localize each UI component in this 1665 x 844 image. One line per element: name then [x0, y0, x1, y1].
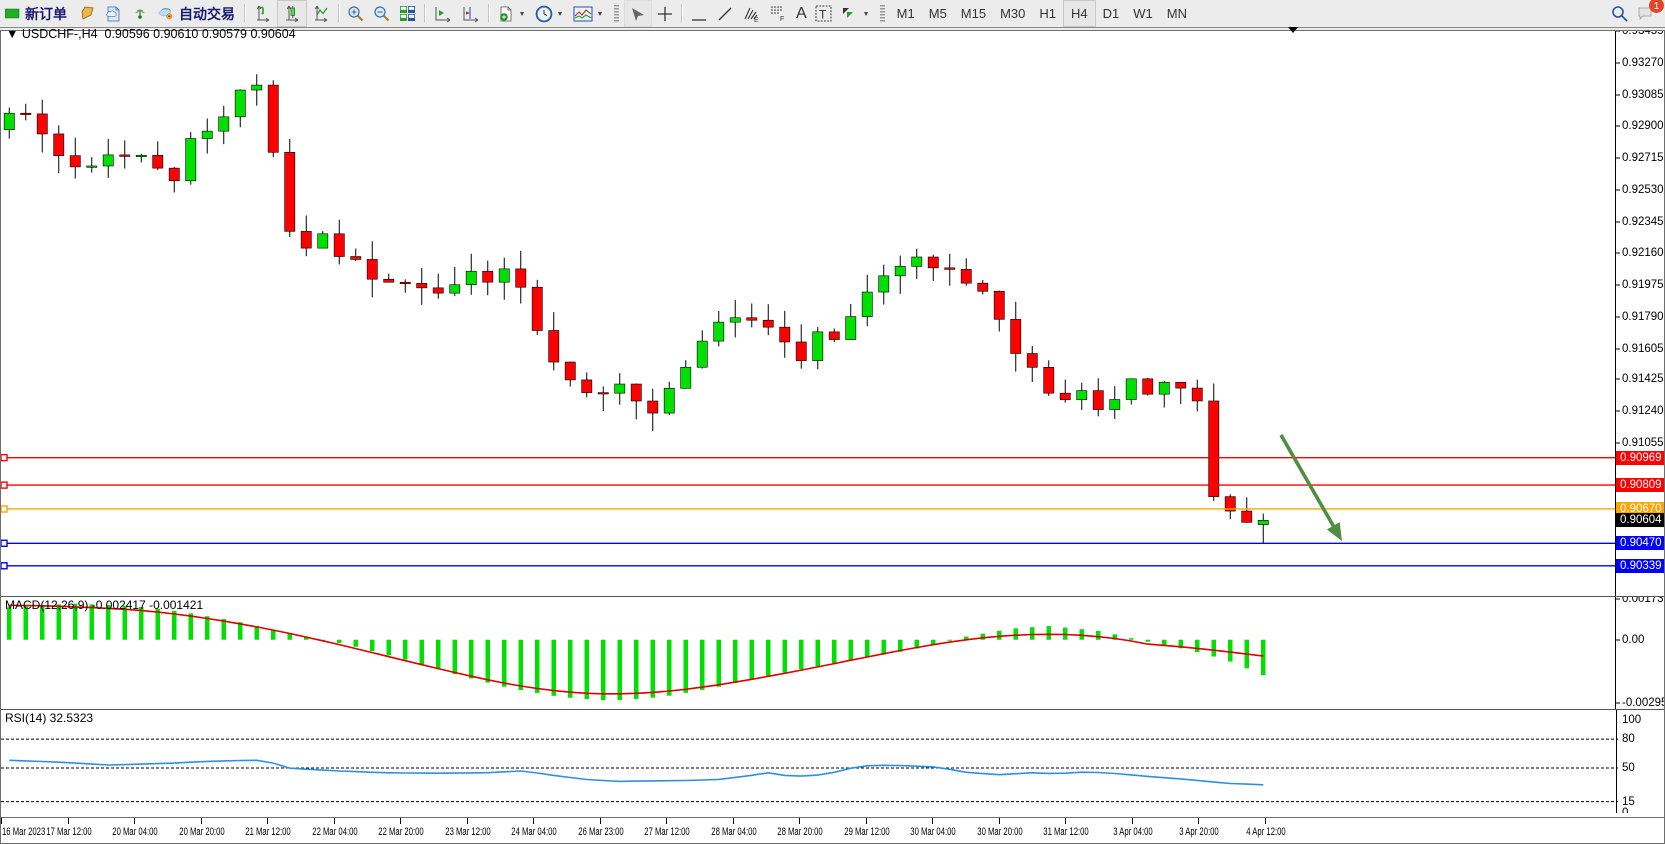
svg-text:F: F [780, 16, 784, 23]
svg-text:E: E [754, 17, 759, 23]
svg-text:T: T [819, 7, 827, 21]
